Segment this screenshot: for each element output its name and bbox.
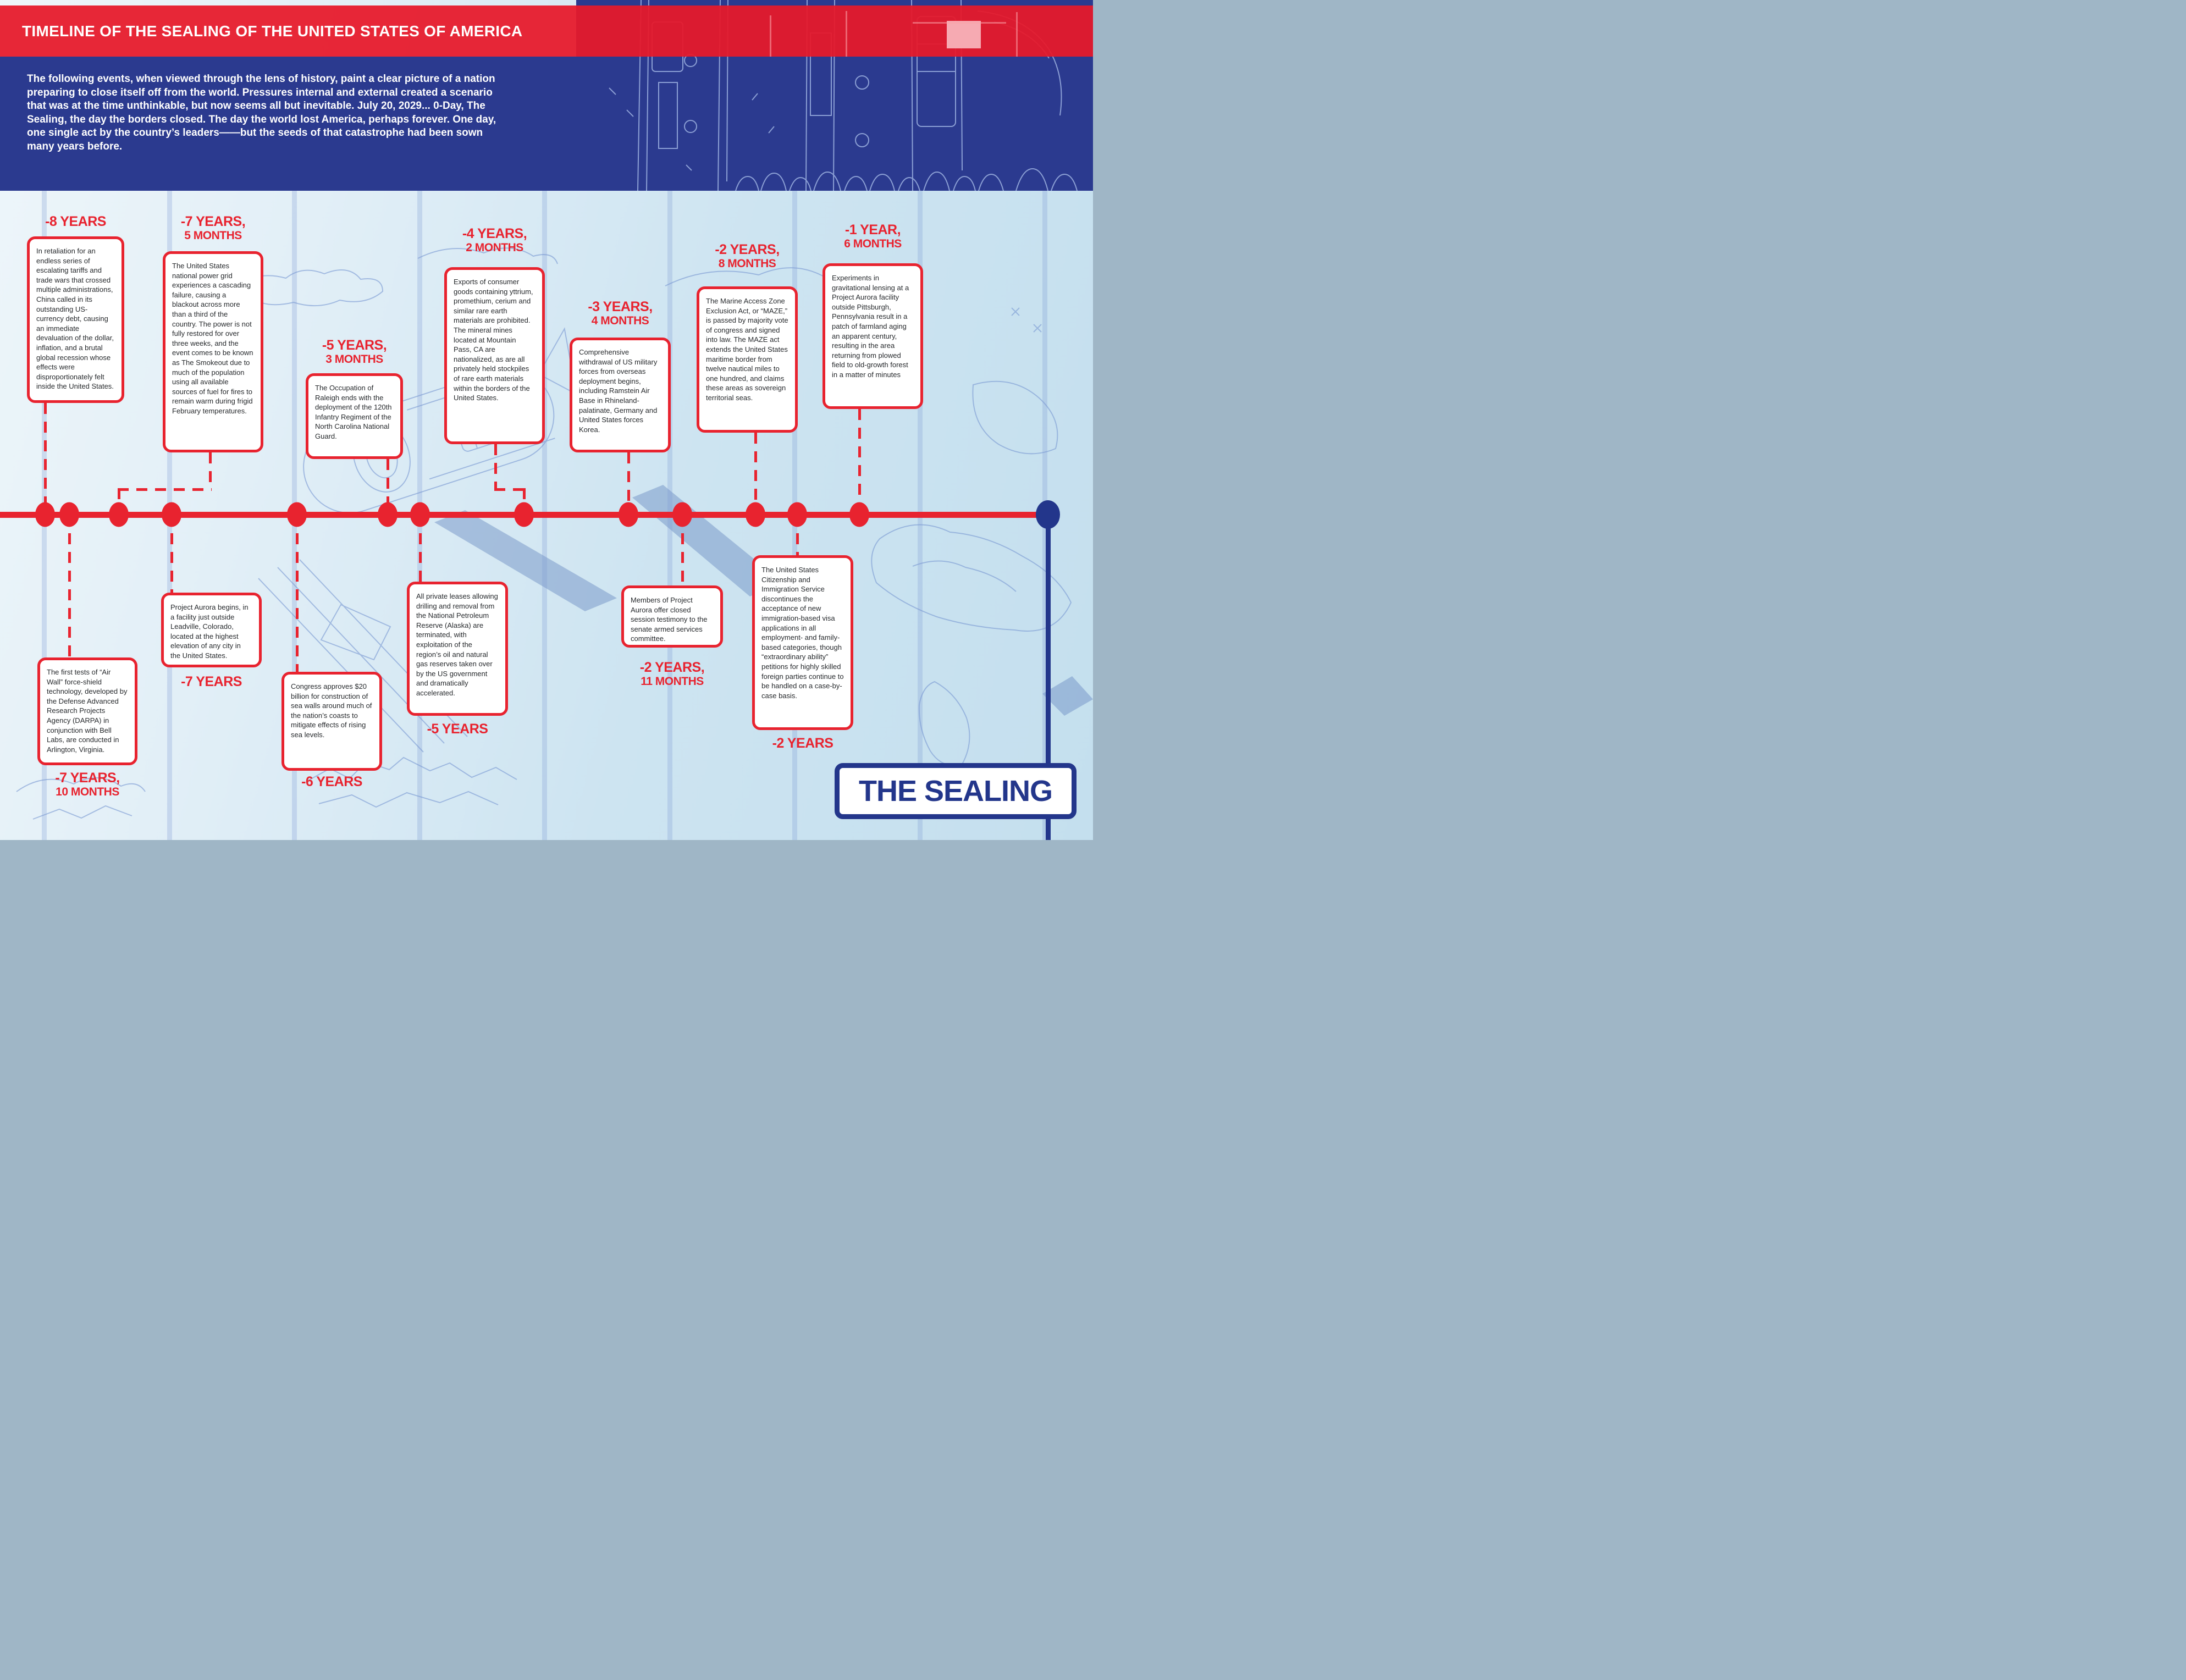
connector-event-13 [796, 515, 799, 555]
timeline-node [287, 502, 307, 527]
event-time-label: -2 YEARS, 8 MONTHS [715, 242, 780, 270]
connector-event-5 [627, 452, 630, 515]
connector-event-4c [523, 488, 526, 515]
timeline-poster: TIMELINE OF THE SEALING OF THE UNITED ST… [0, 0, 1093, 840]
event-time-label: -7 YEARS [181, 674, 242, 689]
banner-art-line [913, 22, 1006, 24]
timeline-node [514, 502, 534, 527]
event-time-label: -4 YEARS, 2 MONTHS [462, 226, 527, 255]
connector-event-6 [754, 433, 757, 515]
connector-event-3 [387, 459, 389, 515]
event-description: Experiments in gravitational lensing at … [822, 263, 923, 409]
event-description: All private leases allowing drilling and… [407, 582, 508, 716]
event-description: The United States national power grid ex… [163, 251, 263, 452]
event-description: Congress approves $20 billion for constr… [281, 672, 382, 771]
intro-paragraph: The following events, when viewed throug… [27, 73, 496, 152]
connector-event-4b [494, 488, 525, 491]
timeline-node [378, 502, 398, 527]
connector-event-9 [170, 515, 173, 593]
logo-text: THE SEALING [858, 775, 1053, 808]
event-description: Exports of consumer goods containing ytt… [444, 267, 545, 444]
banner-art-line [846, 11, 847, 57]
banner-art-line [770, 15, 771, 57]
event-time-label: -6 YEARS [301, 774, 362, 789]
event-description: Project Aurora begins, in a facility jus… [161, 593, 262, 667]
timeline-node [849, 502, 869, 527]
connector-event-11 [419, 515, 422, 582]
event-description: The Marine Access Zone Exclusion Act, or… [697, 286, 798, 433]
title-banner: TIMELINE OF THE SEALING OF THE UNITED ST… [0, 5, 1093, 57]
event-time-label: -1 YEAR, 6 MONTHS [844, 222, 902, 251]
banner-art-line [1016, 12, 1018, 57]
event-description: The first tests of “Air Wall” force-shie… [37, 657, 137, 765]
event-time-label: -5 YEARS [427, 721, 488, 737]
timeline-node [672, 502, 692, 527]
event-time-label: -3 YEARS, 4 MONTHS [588, 299, 653, 328]
timeline-node [59, 502, 79, 527]
event-time-label: -7 YEARS, 5 MONTHS [180, 214, 246, 242]
event-time-label: -2 YEARS, 11 MONTHS [639, 660, 705, 688]
poster-title: TIMELINE OF THE SEALING OF THE UNITED ST… [22, 22, 523, 40]
event-description: Comprehensive withdrawal of US military … [570, 338, 671, 452]
connector-event-7 [858, 409, 861, 515]
connector-event-10 [296, 515, 299, 672]
connector-event-1 [44, 403, 47, 515]
timeline-node [410, 502, 430, 527]
connector-event-2b [118, 488, 212, 491]
timeline-node [109, 502, 129, 527]
connector-event-8 [68, 515, 71, 657]
event-description: The Occupation of Raleigh ends with the … [306, 373, 403, 459]
banner-art-window [947, 21, 981, 48]
connector-event-4a [494, 444, 497, 489]
sealing-day-drop-line [1046, 515, 1051, 840]
event-time-label: -7 YEARS, 10 MONTHS [55, 770, 120, 799]
event-time-label: -8 YEARS [45, 214, 106, 229]
timeline-node [35, 502, 55, 527]
the-sealing-logo: THE SEALING [835, 763, 1077, 819]
event-time-label: -2 YEARS [772, 736, 833, 751]
event-time-label: -5 YEARS, 3 MONTHS [322, 338, 387, 366]
timeline-node [619, 502, 638, 527]
connector-event-12 [681, 515, 684, 585]
connector-event-2a [209, 452, 212, 489]
connector-event-2c [118, 488, 120, 515]
event-description: Members of Project Aurora offer closed s… [621, 585, 723, 648]
event-description: The United States Citizenship and Immigr… [752, 555, 853, 730]
timeline-node [787, 502, 807, 527]
event-description: In retaliation for an endless series of … [27, 236, 124, 403]
timeline-node [746, 502, 765, 527]
timeline-end-node-sealing-day [1036, 500, 1060, 529]
timeline-node [162, 502, 181, 527]
